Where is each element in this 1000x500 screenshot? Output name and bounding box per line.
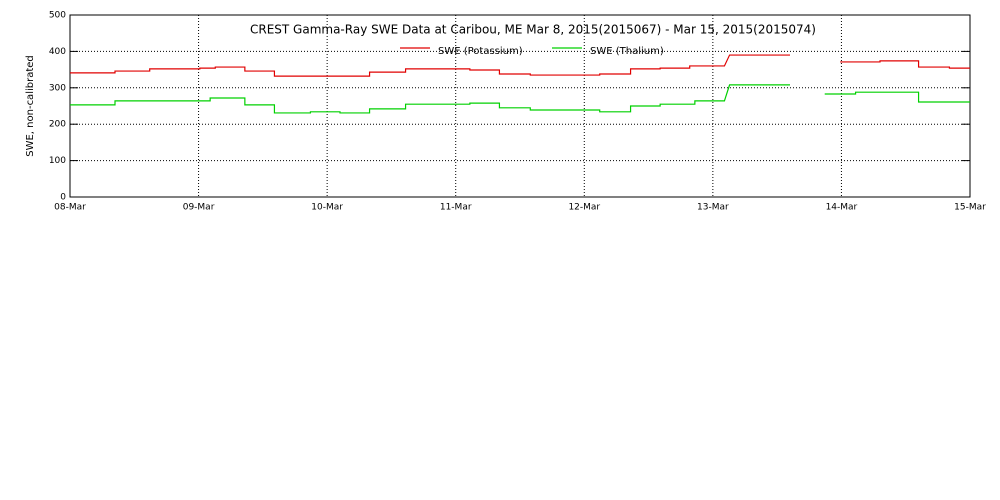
x-tick-label: 10-Mar	[311, 203, 343, 213]
series-line	[70, 54, 970, 77]
x-tick-label: 08-Mar	[54, 203, 86, 213]
y-tick-label: 300	[49, 83, 66, 93]
chart-title: CREST Gamma-Ray SWE Data at Caribou, ME …	[250, 23, 816, 37]
y-tick-label: 500	[49, 11, 66, 21]
y-tick-label: 100	[49, 156, 66, 166]
y-tick-label: 200	[49, 120, 66, 130]
x-tick-label: 12-Mar	[568, 203, 600, 213]
x-tick-label: 13-Mar	[697, 203, 729, 213]
y-tick-label: 400	[49, 47, 66, 57]
y-axis-label: SWE, non-calibrated	[25, 55, 36, 157]
series-line	[70, 84, 970, 114]
plot-frame	[69, 14, 971, 198]
x-tick-label: 14-Mar	[826, 203, 858, 213]
x-tick-label: 11-Mar	[440, 203, 472, 213]
x-tick-label: 09-Mar	[183, 203, 215, 213]
legend-label: SWE (Thalium)	[590, 46, 664, 57]
x-tick-label: 15-Mar	[954, 203, 986, 213]
y-tick-label: 0	[60, 193, 66, 203]
legend-label: SWE (Potassium)	[438, 46, 523, 57]
